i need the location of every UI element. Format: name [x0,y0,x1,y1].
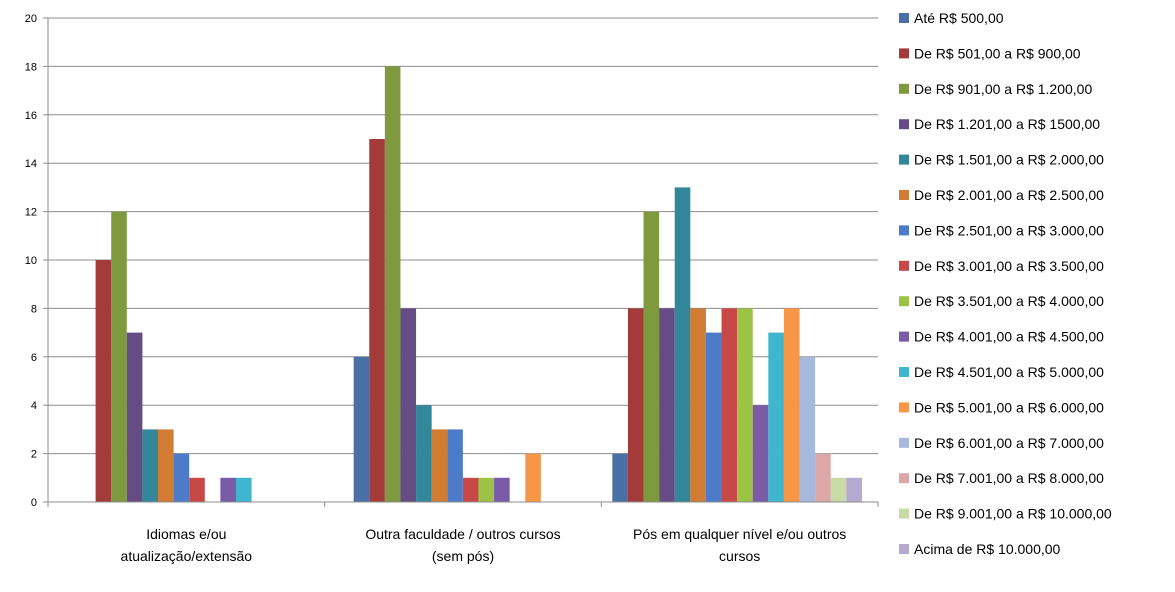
bar [142,429,158,502]
y-tick-label: 12 [25,207,37,219]
bar [478,477,495,502]
legend-swatch [899,154,909,165]
bar [783,308,800,502]
x-category-label-line: Outra faculdade / outros cursos [365,526,560,542]
bar [158,429,174,502]
x-category-label-line: Pós em qualquer nível e/ou outros [633,526,846,542]
legend-label: Acima de R$ 10.000,00 [914,541,1061,557]
legend-label: De R$ 7.001,00 a R$ 8.000,00 [914,470,1104,486]
x-category-label: Idiomas e/ou atualização/extensão [121,526,253,564]
bar [659,308,675,502]
bar [173,453,190,502]
bar [95,260,112,502]
y-axis: 0 2 4 6 8 10 12 14 16 18 20 [25,13,49,509]
legend-swatch [899,508,909,519]
legend-label: De R$ 2.501,00 a R$ 3.000,00 [914,222,1104,238]
bar [830,477,847,502]
x-category-label-line: Idiomas e/ou [146,526,226,542]
legend-label: De R$ 1.201,00 a R$ 1500,00 [914,116,1100,132]
legend-swatch [899,225,909,236]
bars [95,66,862,503]
y-tick-label: 18 [25,61,37,73]
y-tick-label: 4 [31,400,37,412]
y-tick-label: 10 [25,255,37,267]
x-category-label-line: atualização/extensão [121,548,253,564]
legend-label: Até R$ 500,00 [914,10,1004,26]
bar [431,429,448,502]
bar [400,308,417,502]
bar [126,332,143,502]
legend-swatch [899,402,909,413]
y-tick-label: 2 [31,449,37,461]
bar [737,308,753,502]
legend-swatch [899,331,909,342]
bar [525,453,541,502]
legend-label: De R$ 501,00 a R$ 900,00 [914,45,1081,61]
legend-label: De R$ 2.001,00 a R$ 2.500,00 [914,187,1104,203]
legend-swatch [899,119,909,130]
legend-label: De R$ 5.001,00 a R$ 6.000,00 [914,399,1104,415]
y-tick-label: 0 [31,497,37,509]
bar [416,405,432,502]
legend-swatch [899,13,909,23]
x-axis: Idiomas e/ou atualização/extensão Outra fa… [43,501,879,564]
bar [674,187,691,502]
bar [643,211,660,502]
bar [768,332,784,502]
bar [612,453,628,502]
x-category-label-line: cursos [719,548,760,564]
legend-swatch [899,190,909,200]
legend-swatch [899,544,909,554]
x-category-label: Pós em qualquer nível e/ou outros cursos [633,526,846,564]
y-tick-label: 6 [31,352,37,364]
legend-swatch [899,473,909,484]
legend-swatch [899,83,909,94]
legend: Até R$ 500,00 De R$ 501,00 a R$ 900,00 De … [899,10,1112,557]
bar [111,211,127,502]
x-category-label-line: (sem pós) [432,548,494,564]
bar [721,308,738,502]
legend-label: De R$ 3.501,00 a R$ 4.000,00 [914,293,1104,309]
legend-label: De R$ 9.001,00 a R$ 10.000,00 [914,506,1112,522]
legend-label: De R$ 901,00 a R$ 1.200,00 [914,81,1092,97]
bar [189,477,205,502]
legend-swatch [899,48,909,59]
bar [236,477,252,502]
bar [462,477,479,502]
bar [494,477,510,502]
legend-label: De R$ 3.001,00 a R$ 3.500,00 [914,258,1104,274]
y-tick-label: 16 [25,110,37,122]
bar [447,429,463,502]
bar [369,139,385,502]
x-category-label: Outra faculdade / outros cursos (sem pós) [365,526,560,564]
bar [705,332,722,502]
bar [353,356,370,502]
y-tick-label: 20 [25,13,37,25]
gridlines [48,17,878,455]
legend-label: De R$ 6.001,00 a R$ 7.000,00 [914,435,1104,451]
legend-label: De R$ 1.501,00 a R$ 2.000,00 [914,152,1104,168]
bar [690,308,706,502]
bar [220,477,236,502]
bar [752,405,769,502]
legend-swatch [899,367,909,377]
legend-label: De R$ 4.501,00 a R$ 5.000,00 [914,364,1104,380]
bar [846,477,862,502]
bar [627,308,644,502]
bar [384,66,401,503]
bar [799,356,816,502]
legend-swatch [899,296,909,307]
bar [815,453,831,502]
legend-label: De R$ 4.001,00 a R$ 4.500,00 [914,329,1104,345]
y-tick-label: 14 [25,158,37,170]
legend-swatch [899,437,909,448]
y-tick-label: 8 [31,303,37,315]
legend-swatch [899,260,909,271]
